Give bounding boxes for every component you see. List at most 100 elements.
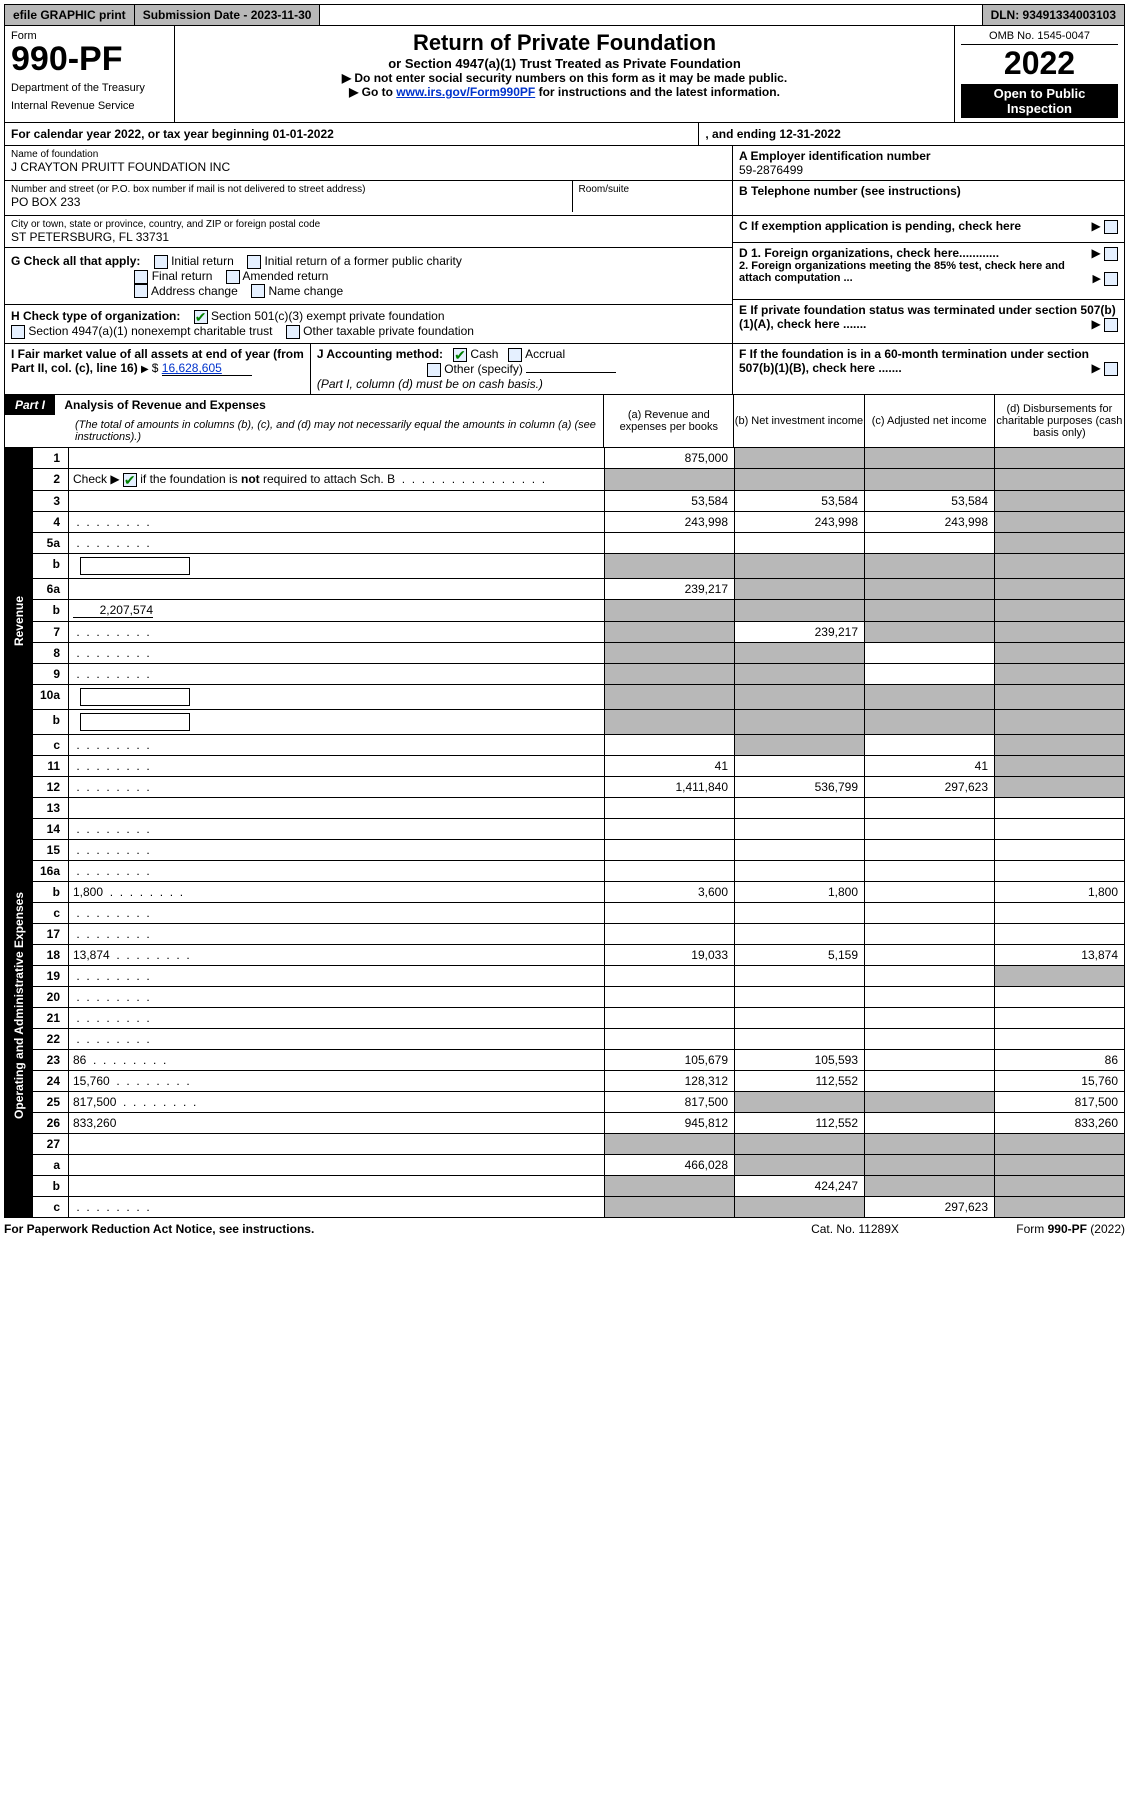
row-num: 14 xyxy=(33,818,69,839)
row-desc: 817,500 . . . . . . . . xyxy=(69,1091,605,1112)
cell-b xyxy=(735,839,865,860)
row-num: a xyxy=(33,1154,69,1175)
row-desc: . . . . . . . . xyxy=(69,621,605,642)
checkbox-initial-former[interactable] xyxy=(247,255,261,269)
footer: For Paperwork Reduction Act Notice, see … xyxy=(4,1218,1125,1240)
cell-c xyxy=(865,923,995,944)
cell-a xyxy=(605,923,735,944)
cell-d xyxy=(995,448,1125,469)
form-subtitle: or Section 4947(a)(1) Trust Treated as P… xyxy=(181,56,948,71)
cell-a: 1,411,840 xyxy=(605,776,735,797)
cell-a: 466,028 xyxy=(605,1154,735,1175)
cell-b xyxy=(735,1091,865,1112)
form-number: 990-PF xyxy=(11,42,168,76)
row-num: 21 xyxy=(33,1007,69,1028)
cell-b xyxy=(735,1007,865,1028)
cell-a xyxy=(605,902,735,923)
opt-final: Final return xyxy=(152,269,213,283)
cell-a xyxy=(605,798,735,819)
form-header: Form 990-PF Department of the Treasury I… xyxy=(4,26,1125,123)
cell-d xyxy=(995,818,1125,839)
row-desc: 1,800 . . . . . . . . xyxy=(69,881,605,902)
opt-initial: Initial return xyxy=(171,254,234,268)
cell-a xyxy=(605,839,735,860)
row-desc: . . . . . . . . xyxy=(69,1007,605,1028)
row-desc xyxy=(69,1154,605,1175)
row-desc: . . . . . . . . xyxy=(69,1196,605,1217)
cell-b: 105,593 xyxy=(735,1049,865,1070)
irs-link[interactable]: www.irs.gov/Form990PF xyxy=(396,85,535,99)
cell-a xyxy=(605,663,735,684)
cell-c xyxy=(865,448,995,469)
cell-b xyxy=(735,1028,865,1049)
cell-d xyxy=(995,1028,1125,1049)
row-num: 24 xyxy=(33,1070,69,1091)
cell-d xyxy=(995,578,1125,599)
d1-label: D 1. Foreign organizations, check here..… xyxy=(739,246,999,260)
part1-header: Part I Analysis of Revenue and Expenses … xyxy=(4,395,1125,448)
opt-other: Other (specify) xyxy=(444,362,523,376)
checkbox-501c3[interactable] xyxy=(194,310,208,324)
cell-c xyxy=(865,734,995,755)
checkbox-e[interactable] xyxy=(1104,318,1118,332)
row-num: c xyxy=(33,1196,69,1217)
cell-c: 41 xyxy=(865,755,995,776)
checkbox-name-change[interactable] xyxy=(251,284,265,298)
footer-right: Form 990-PF (2022) xyxy=(945,1222,1125,1236)
cell-d xyxy=(995,798,1125,819)
cell-c xyxy=(865,986,995,1007)
cell-b: 53,584 xyxy=(735,490,865,511)
row-num: 8 xyxy=(33,642,69,663)
checkbox-f[interactable] xyxy=(1104,362,1118,376)
checkbox-d1[interactable] xyxy=(1104,247,1118,261)
checkbox-amended[interactable] xyxy=(226,270,240,284)
part1-title: Analysis of Revenue and Expenses xyxy=(58,398,265,412)
cell-c xyxy=(865,1028,995,1049)
addr-value: PO BOX 233 xyxy=(11,195,566,209)
cell-a xyxy=(605,709,735,734)
cell-b xyxy=(735,1196,865,1217)
cell-c xyxy=(865,621,995,642)
cell-b xyxy=(735,755,865,776)
cell-a: 239,217 xyxy=(605,578,735,599)
cell-a xyxy=(605,684,735,709)
checkbox-4947[interactable] xyxy=(11,325,25,339)
fmv-value[interactable]: 16,628,605 xyxy=(162,361,252,376)
cell-a: 875,000 xyxy=(605,448,735,469)
cell-c xyxy=(865,1007,995,1028)
checkbox-cash[interactable] xyxy=(453,348,467,362)
cell-a xyxy=(605,986,735,1007)
row-num: c xyxy=(33,902,69,923)
checkbox-final-return[interactable] xyxy=(134,270,148,284)
checkbox-initial-return[interactable] xyxy=(154,255,168,269)
row-num: c xyxy=(33,734,69,755)
checkbox-other-taxable[interactable] xyxy=(286,325,300,339)
efile-print-button[interactable]: efile GRAPHIC print xyxy=(5,5,135,25)
cell-c xyxy=(865,532,995,553)
omb-no: OMB No. 1545-0047 xyxy=(961,30,1118,45)
cell-c: 297,623 xyxy=(865,1196,995,1217)
cell-d xyxy=(995,755,1125,776)
city-value: ST PETERSBURG, FL 33731 xyxy=(11,230,726,244)
row-num: b xyxy=(33,553,69,578)
cell-a xyxy=(605,1133,735,1154)
checkbox-accrual[interactable] xyxy=(508,348,522,362)
cell-d xyxy=(995,663,1125,684)
row-num: 25 xyxy=(33,1091,69,1112)
cell-c xyxy=(865,902,995,923)
row-num: 12 xyxy=(33,776,69,797)
row-num: 17 xyxy=(33,923,69,944)
row-desc: 15,760 . . . . . . . . xyxy=(69,1070,605,1091)
cell-d: 13,874 xyxy=(995,944,1125,965)
revenue-table: Revenue1875,0002Check ▶ if the foundatio… xyxy=(4,448,1125,798)
cell-b: 424,247 xyxy=(735,1175,865,1196)
row-desc xyxy=(69,553,605,578)
checkbox-c[interactable] xyxy=(1104,220,1118,234)
cell-a xyxy=(605,1028,735,1049)
checkbox-d2[interactable] xyxy=(1104,272,1118,286)
cell-c xyxy=(865,684,995,709)
checkbox-address-change[interactable] xyxy=(134,284,148,298)
checkbox-other-method[interactable] xyxy=(427,363,441,377)
row-num: 3 xyxy=(33,490,69,511)
cell-d: 1,800 xyxy=(995,881,1125,902)
